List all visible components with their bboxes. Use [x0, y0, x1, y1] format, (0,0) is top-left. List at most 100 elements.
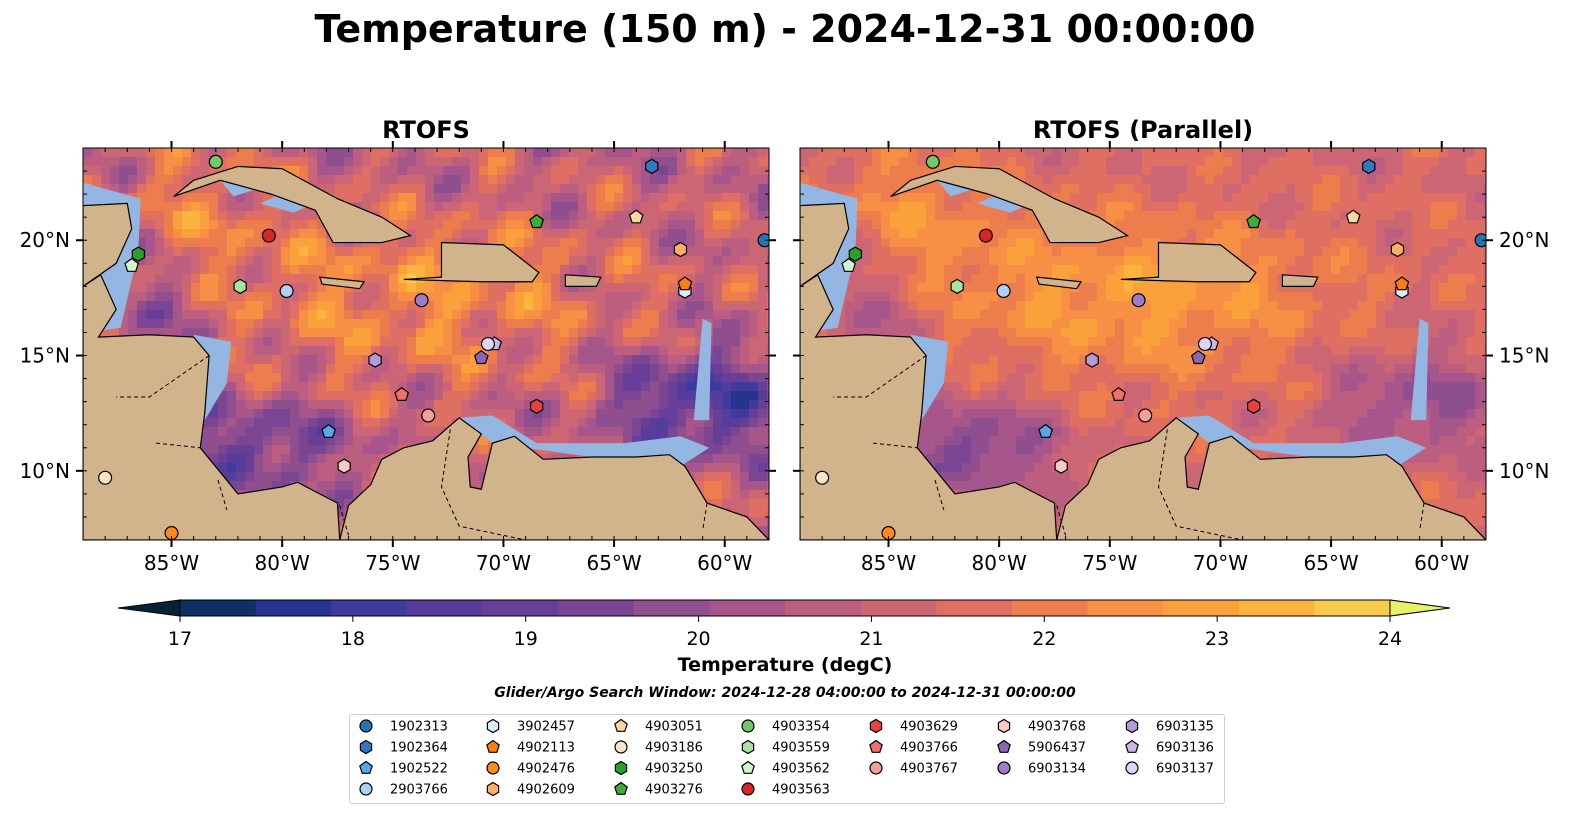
land-mass — [1056, 417, 1486, 540]
land-mass — [800, 202, 850, 288]
observation-4902609 — [1390, 241, 1405, 258]
country-border — [155, 442, 201, 449]
longitude-tick-label: 80°W — [255, 551, 310, 575]
observation-4903250 — [131, 246, 145, 262]
legend-label: 4902609 — [517, 783, 575, 798]
observation-4903766 — [394, 386, 410, 401]
observation-6903137 — [480, 336, 496, 352]
colorbar-segment — [633, 600, 710, 616]
shelf-area — [1176, 415, 1427, 467]
observation-4903559 — [950, 278, 964, 295]
colorbar-segment — [1314, 600, 1391, 616]
legend-label: 4903766 — [900, 741, 958, 756]
colorbar-segment — [785, 600, 862, 616]
temperature-colorbar: 17 18 19 20 21 22 23 24 — [117, 599, 1451, 650]
observation-4903562 — [841, 257, 857, 272]
observation-1902522 — [321, 423, 337, 438]
land-mass — [173, 165, 413, 244]
legend-marker-4903563 — [741, 782, 755, 796]
observation-4903354 — [208, 154, 223, 169]
colorbar-extend-low — [117, 599, 181, 617]
observation-4903250 — [848, 246, 863, 262]
legend-label: 4903562 — [772, 762, 830, 777]
country-border — [1157, 429, 1243, 540]
observation-4903629 — [529, 398, 544, 414]
observation-4903768 — [1054, 458, 1068, 474]
legend-label: 4903629 — [900, 720, 958, 735]
land-mass — [564, 274, 602, 287]
latitude-tick-label: 10°N — [1499, 459, 1549, 483]
legend-marker-4902476 — [486, 761, 500, 775]
colorbar-segment — [180, 600, 257, 616]
latitude-tick-label: 15°N — [1499, 344, 1549, 368]
legend-marker-2903766 — [359, 782, 373, 796]
colorbar-tick-label: 23 — [1205, 628, 1229, 650]
legend-label: 4902476 — [517, 762, 575, 777]
colorbar-label: Temperature (degC) — [678, 654, 893, 676]
shelf-area — [220, 180, 256, 197]
legend-marker-4903559 — [741, 739, 755, 755]
observation-2903766 — [996, 283, 1011, 299]
observation-4903768 — [337, 458, 351, 474]
shelf-area — [937, 180, 973, 197]
colorbar-segment — [936, 600, 1013, 616]
legend-marker-4903768 — [997, 718, 1011, 734]
legend-label: 1902364 — [390, 741, 448, 756]
legend-label: 4903051 — [645, 720, 703, 735]
legend-marker-4903186 — [614, 740, 628, 754]
observation-6903134 — [1131, 293, 1146, 308]
observation-4903767 — [421, 408, 436, 423]
country-border — [1056, 505, 1067, 536]
colorbar-segment — [558, 600, 635, 616]
land-mass — [1120, 241, 1257, 283]
legend-label: 1902522 — [390, 762, 448, 777]
observation-4903186 — [98, 470, 113, 485]
latitude-tick-label: 10°N — [20, 459, 70, 483]
legend-marker-1902313 — [359, 719, 373, 733]
colorbar-segment — [331, 600, 408, 616]
legend-label: 4903354 — [772, 720, 830, 735]
legend-label: 6903137 — [1156, 762, 1214, 777]
land-mass — [339, 417, 769, 540]
land-mass — [83, 273, 341, 540]
country-border — [339, 505, 350, 536]
legend-entries: 1902313 1902364 1902522 2903766 3902457 49021… — [359, 718, 1214, 798]
legend-marker-4902609 — [486, 781, 500, 797]
legend-label: 6903136 — [1156, 741, 1214, 756]
panel-title: RTOFS (Parallel) — [1033, 116, 1253, 144]
colorbar-tick-label: 19 — [514, 628, 538, 650]
legend-marker-6903134 — [997, 761, 1011, 775]
observation-4902113 — [1394, 276, 1410, 291]
legend-label: 2903766 — [390, 783, 448, 798]
observation-4902609 — [673, 241, 688, 258]
observation-4902113 — [677, 276, 693, 291]
observation-4903629 — [1246, 398, 1261, 414]
shelf-area — [459, 415, 710, 467]
legend-marker-4902113 — [486, 739, 500, 753]
map-frame — [799, 147, 1487, 541]
observation-6903135 — [1085, 352, 1099, 368]
observation-1902522 — [1038, 423, 1054, 438]
longitude-tick-label: 70°W — [476, 551, 531, 575]
observation-4903767 — [1138, 408, 1153, 423]
country-border — [1419, 503, 1425, 531]
land-mass — [83, 202, 133, 288]
observation-6903135 — [368, 352, 382, 368]
legend-label: 4903768 — [1028, 720, 1086, 735]
longitude-tick-label: 85°W — [144, 551, 199, 575]
colorbar-segment — [1238, 600, 1315, 616]
land-mass — [1281, 274, 1319, 287]
longitude-tick-label: 80°W — [972, 551, 1027, 575]
country-border — [440, 429, 526, 540]
colorbar-segment — [1087, 600, 1164, 616]
legend-label: 4903276 — [645, 783, 703, 798]
legend-marker-4903629 — [869, 718, 883, 734]
rtofs-parallel-map-panel: RTOFS (Parallel) 85°W 80°W 75°W 70°W 65°W 60°W… — [793, 116, 1549, 575]
longitude-tick-label: 65°W — [586, 551, 641, 575]
observation-4903051 — [1345, 209, 1361, 224]
longitude-tick-label: 60°W — [697, 551, 752, 575]
observation-1902364 — [645, 158, 659, 175]
legend-marker-4903250 — [614, 760, 628, 776]
observation-2903766 — [279, 283, 294, 299]
legend-marker-6903135 — [1125, 718, 1139, 734]
